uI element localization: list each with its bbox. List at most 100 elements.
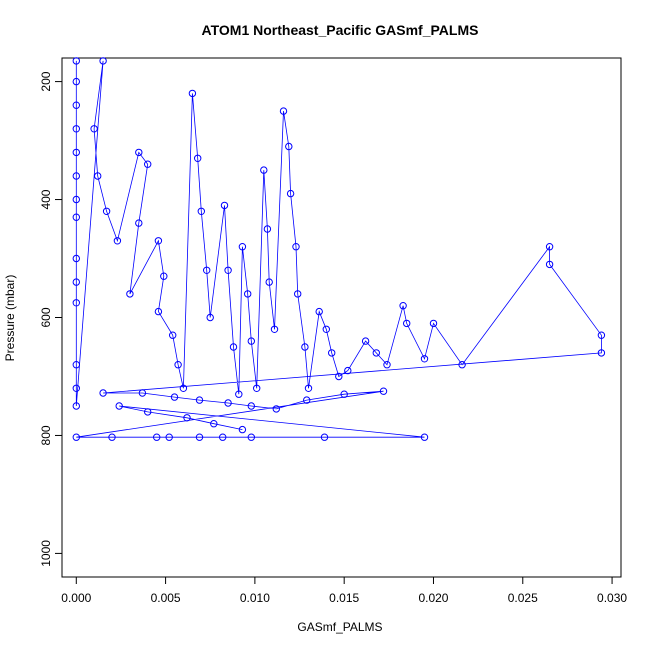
data-point [340, 390, 348, 398]
y-axis: 200 400 600 800 1000 [39, 71, 63, 567]
data-point [286, 189, 295, 198]
data-point [72, 125, 81, 133]
x-axis: 0.000 0.005 0.010 0.015 0.020 0.025 0.030 [61, 576, 627, 605]
data-point [197, 207, 206, 216]
y-axis-label: Pressure (mbar) [3, 275, 17, 362]
data-point [303, 396, 311, 404]
data-point [160, 272, 168, 280]
data-point [279, 107, 288, 115]
data-point [383, 361, 391, 369]
data-point [403, 319, 411, 328]
data-point [379, 387, 388, 395]
x-tick-label: 0.025 [508, 591, 538, 605]
data-point [165, 433, 173, 441]
data-point [247, 433, 256, 441]
y-tick-label: 1000 [39, 540, 53, 567]
data-point [72, 254, 81, 263]
data-point [135, 219, 143, 227]
y-tick-label: 600 [39, 307, 53, 327]
plot-frame [61, 57, 622, 578]
data-point [72, 402, 81, 410]
y-tick-label: 800 [39, 425, 53, 445]
data-point [183, 414, 191, 422]
data-point [72, 213, 81, 221]
data-point [270, 325, 279, 333]
data-point [304, 384, 313, 392]
data-point [361, 337, 370, 345]
data-point [194, 154, 202, 163]
data-point [210, 420, 218, 428]
data-point [174, 361, 182, 369]
data-point [72, 299, 81, 307]
data-point [179, 384, 188, 392]
data-point [72, 278, 81, 286]
data-point [265, 278, 273, 286]
y-tick-label: 200 [39, 71, 53, 91]
data-point [294, 290, 302, 298]
data-point [238, 243, 247, 251]
data-point [253, 384, 261, 392]
data-point [429, 319, 438, 328]
data-point [126, 290, 134, 298]
data-layer [72, 57, 606, 441]
data-point [170, 393, 179, 401]
data-point [272, 405, 280, 413]
data-point [135, 148, 143, 157]
data-point [72, 361, 81, 369]
data-point [224, 266, 232, 274]
data-point [188, 89, 197, 98]
data-point [72, 172, 81, 180]
data-point [292, 243, 300, 251]
data-point [115, 402, 123, 410]
data-point [203, 266, 211, 274]
data-point [244, 290, 252, 298]
x-tick-label: 0.030 [597, 591, 627, 605]
data-point [144, 408, 152, 416]
data-point [229, 343, 238, 351]
x-tick-label: 0.005 [151, 591, 181, 605]
data-point [335, 372, 343, 381]
data-point [545, 260, 554, 269]
data-point [220, 201, 229, 210]
data-point [195, 433, 204, 441]
data-point [260, 166, 268, 174]
data-point [458, 361, 466, 369]
data-point [169, 331, 177, 339]
data-point [72, 384, 81, 392]
data-point [235, 390, 243, 398]
data-point [99, 389, 107, 397]
data-point [320, 433, 329, 441]
data-point [247, 402, 256, 410]
data-point [322, 325, 330, 333]
data-point [597, 349, 606, 357]
data-point [247, 337, 256, 345]
x-axis-label: GASmf_PALMS [297, 620, 382, 634]
data-point [372, 349, 380, 357]
data-point [420, 433, 429, 441]
series-line [75, 60, 602, 438]
x-tick-label: 0.000 [61, 591, 91, 605]
data-point [344, 366, 352, 375]
data-point [72, 101, 81, 109]
data-point [138, 389, 147, 397]
data-point [328, 349, 336, 357]
data-point [102, 207, 111, 216]
data-point [238, 425, 247, 434]
data-point [144, 160, 152, 168]
data-point [154, 237, 163, 245]
data-point [219, 433, 227, 441]
data-point [315, 307, 323, 316]
x-tick-label: 0.020 [418, 591, 448, 605]
x-tick-label: 0.010 [240, 591, 270, 605]
data-point [301, 343, 309, 351]
x-tick-label: 0.015 [329, 591, 359, 605]
data-point [263, 225, 272, 233]
data-point [420, 355, 429, 363]
data-point [113, 237, 122, 245]
data-point [545, 243, 554, 251]
data-point [108, 433, 116, 441]
data-point [206, 313, 214, 322]
data-point [72, 77, 81, 86]
data-point [72, 195, 81, 204]
